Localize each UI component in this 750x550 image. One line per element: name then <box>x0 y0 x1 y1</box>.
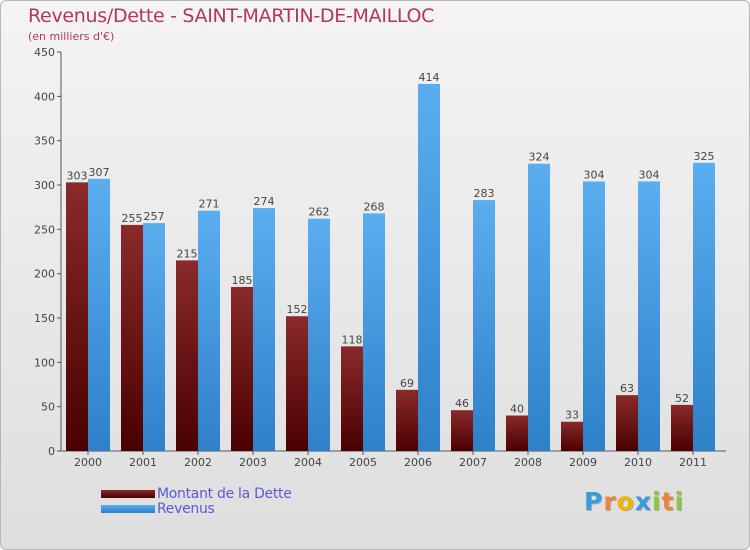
bar-debt <box>66 182 88 451</box>
legend-label-revenus: Revenus <box>157 501 215 517</box>
bar-debt <box>506 415 528 451</box>
data-label-revenus: 262 <box>309 206 330 219</box>
bar-revenus <box>88 178 110 451</box>
x-tick-label: 2000 <box>74 456 102 469</box>
y-tick-label: 50 <box>41 401 55 414</box>
data-label-debt: 52 <box>675 392 689 405</box>
chart-subtitle: (en milliers d'€) <box>28 30 115 43</box>
bar-revenus <box>528 163 550 451</box>
y-tick-label: 0 <box>48 445 55 458</box>
bar-debt <box>176 260 198 451</box>
data-label-revenus: 414 <box>419 71 440 84</box>
data-label-revenus: 271 <box>199 198 220 211</box>
x-tick-label: 2008 <box>514 456 542 469</box>
bar-debt <box>396 389 418 451</box>
x-tick-label: 2005 <box>349 456 377 469</box>
data-label-debt: 40 <box>510 403 524 416</box>
bar-revenus <box>363 213 385 451</box>
bar-debt <box>616 395 638 451</box>
bar-debt <box>286 316 308 451</box>
legend-label-debt: Montant de la Dette <box>157 486 292 502</box>
bar-revenus <box>693 162 715 452</box>
logo-letter: P <box>584 487 604 516</box>
x-tick-label: 2007 <box>459 456 487 469</box>
logo-letter: i <box>652 487 662 516</box>
x-tick-label: 2002 <box>184 456 212 469</box>
bars <box>66 83 715 452</box>
bar-revenus <box>583 181 605 451</box>
data-labels: 303 307 255 257 215 271 185 274 152 262 118 268 69 41… <box>67 71 715 422</box>
bar-debt <box>341 346 363 451</box>
data-label-debt: 152 <box>287 303 308 316</box>
y-tick-label: 250 <box>34 223 55 236</box>
x-tick-label: 2009 <box>569 456 597 469</box>
x-tick-label: 2006 <box>404 456 432 469</box>
bar-revenus <box>198 210 220 451</box>
y-tick-label: 450 <box>34 46 55 59</box>
data-label-debt: 303 <box>67 169 88 182</box>
bar-debt <box>231 286 253 451</box>
y-tick-label: 150 <box>34 312 55 325</box>
y-tick-label: 200 <box>34 268 55 281</box>
logo-letter: x <box>634 487 652 516</box>
data-label-revenus: 274 <box>254 195 275 208</box>
data-label-debt: 215 <box>177 247 198 260</box>
logo-letter: r <box>603 487 617 516</box>
bar-debt <box>121 224 143 451</box>
data-label-debt: 118 <box>342 333 363 346</box>
data-label-debt: 63 <box>620 382 634 395</box>
bar-revenus <box>143 223 165 451</box>
bar-revenus <box>473 200 495 451</box>
logo-letter: o <box>616 487 635 516</box>
bar-debt <box>561 421 583 451</box>
y-tick-label: 300 <box>34 179 55 192</box>
legend-swatch-debt <box>101 490 155 498</box>
data-label-revenus: 325 <box>694 150 715 163</box>
data-label-revenus: 307 <box>89 166 110 179</box>
data-label-debt: 255 <box>122 212 143 225</box>
y-tick-label: 100 <box>34 356 55 369</box>
data-label-revenus: 268 <box>364 200 385 213</box>
data-label-debt: 33 <box>565 409 579 422</box>
data-label-debt: 185 <box>232 274 253 287</box>
y-tick-label: 350 <box>34 135 55 148</box>
bar-revenus <box>253 208 275 451</box>
bar-debt <box>451 410 473 451</box>
x-tick-label: 2004 <box>294 456 322 469</box>
x-tick-label: 2011 <box>679 456 707 469</box>
bar-revenus <box>308 218 330 451</box>
chart-title: Revenus/Dette - SAINT-MARTIN-DE-MAILLOC <box>28 5 435 27</box>
data-label-debt: 46 <box>455 397 469 410</box>
bar-revenus <box>418 83 440 452</box>
data-label-revenus: 257 <box>144 210 165 223</box>
legend-swatch-revenus <box>101 505 155 513</box>
axes: 0 50 100 150 200 250 300 350 400 450 2000 2001 2002 2… <box>34 46 726 469</box>
x-tick-label: 2001 <box>129 456 157 469</box>
y-tick-label: 400 <box>34 90 55 103</box>
logo-letter: i <box>674 487 685 516</box>
x-tick-label: 2010 <box>624 456 652 469</box>
data-label-revenus: 304 <box>639 168 660 181</box>
data-label-debt: 69 <box>400 377 414 390</box>
data-label-revenus: 324 <box>529 151 550 164</box>
proxiti-logo: Proxiti <box>584 487 684 516</box>
x-tick-label: 2003 <box>239 456 267 469</box>
logo-letter: t <box>661 487 675 516</box>
data-label-revenus: 283 <box>474 187 495 200</box>
bar-debt <box>671 404 693 451</box>
bar-revenus <box>638 181 660 451</box>
data-label-revenus: 304 <box>584 168 605 181</box>
